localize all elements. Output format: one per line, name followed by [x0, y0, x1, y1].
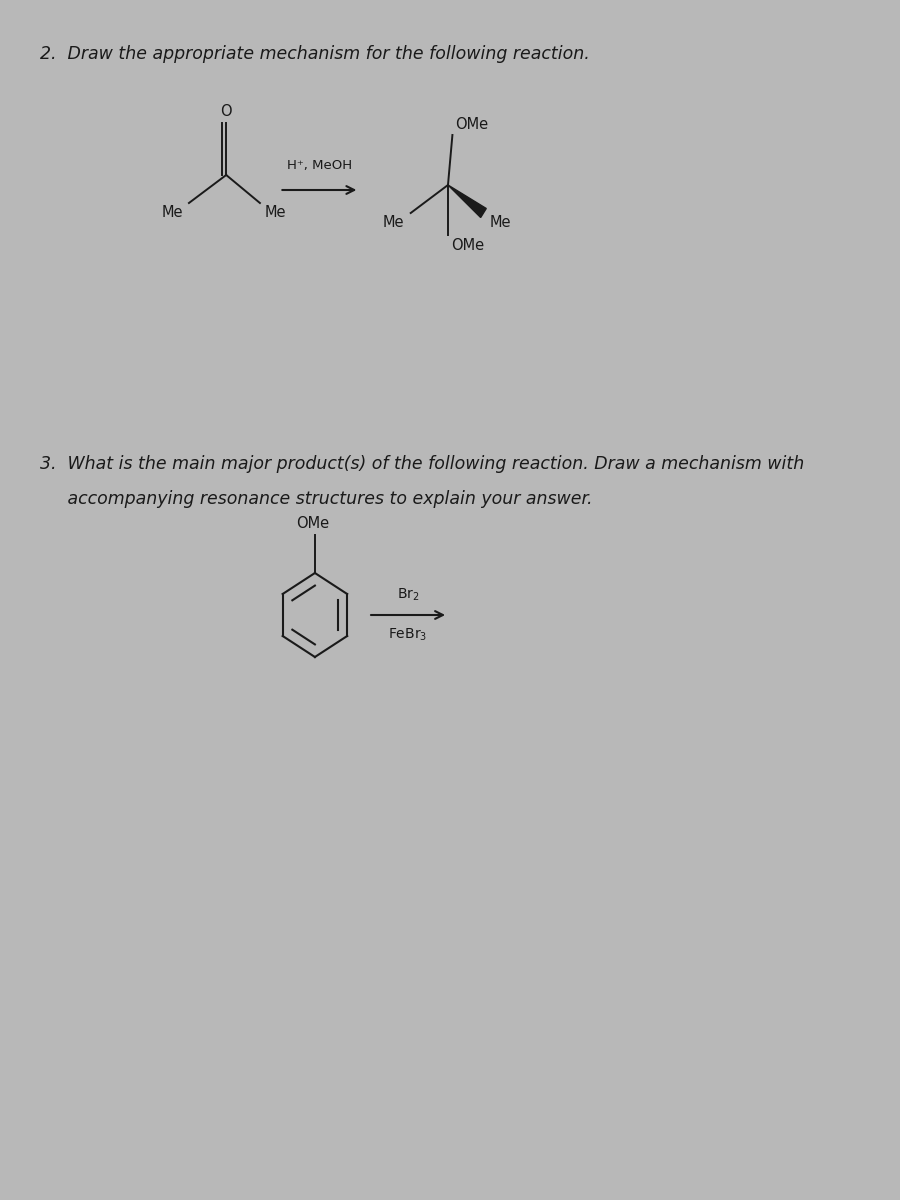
Text: 2.  Draw the appropriate mechanism for the following reaction.: 2. Draw the appropriate mechanism for th…: [40, 44, 590, 62]
Text: OMe: OMe: [296, 516, 328, 530]
Text: accompanying resonance structures to explain your answer.: accompanying resonance structures to exp…: [40, 490, 592, 508]
Text: Me: Me: [383, 215, 404, 230]
Text: 3.  What is the main major product(s) of the following reaction. Draw a mechanis: 3. What is the main major product(s) of …: [40, 455, 805, 473]
Polygon shape: [448, 185, 486, 217]
Text: Me: Me: [161, 205, 183, 220]
Text: OMe: OMe: [452, 238, 485, 253]
Text: Me: Me: [490, 215, 511, 230]
Text: OMe: OMe: [455, 116, 488, 132]
Text: H⁺, MeOH: H⁺, MeOH: [287, 158, 352, 172]
Text: O: O: [220, 104, 232, 119]
Text: Me: Me: [265, 205, 286, 220]
Text: Br$_2$: Br$_2$: [397, 587, 419, 602]
Text: FeBr$_3$: FeBr$_3$: [389, 626, 428, 643]
